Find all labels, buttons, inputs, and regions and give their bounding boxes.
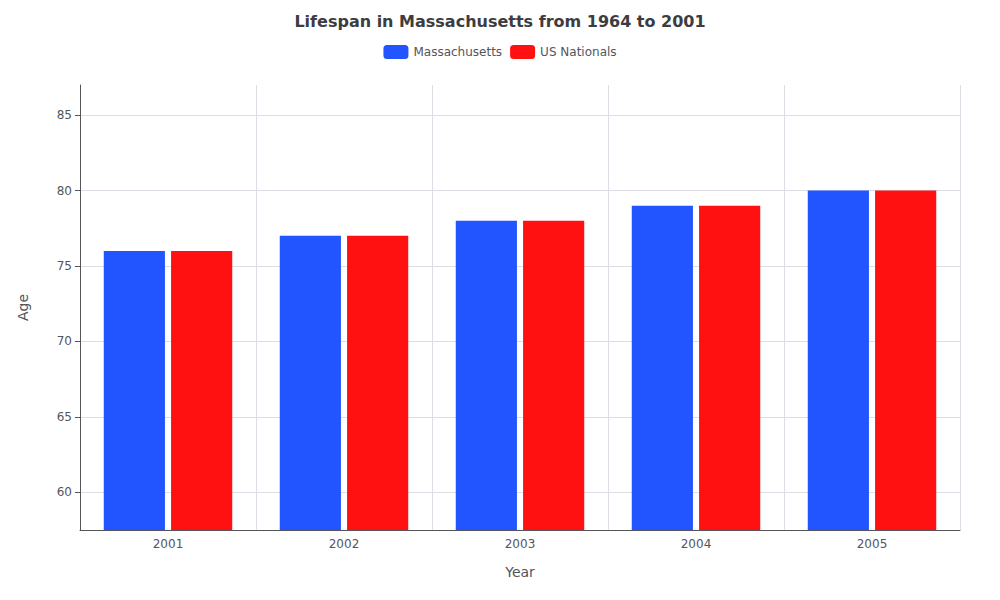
svg-text:Lifespan in Massachusetts from: Lifespan in Massachusetts from 1964 to 2… (294, 12, 705, 31)
svg-text:75: 75 (57, 259, 72, 273)
svg-text:Massachusetts: Massachusetts (413, 45, 502, 59)
svg-text:2004: 2004 (681, 537, 712, 551)
svg-text:Age: Age (15, 294, 31, 321)
svg-text:2002: 2002 (329, 537, 360, 551)
svg-text:2001: 2001 (153, 537, 184, 551)
svg-text:65: 65 (57, 410, 72, 424)
svg-text:2003: 2003 (505, 537, 536, 551)
svg-text:2005: 2005 (857, 537, 888, 551)
svg-text:70: 70 (57, 334, 72, 348)
svg-text:85: 85 (57, 108, 72, 122)
svg-text:80: 80 (57, 184, 72, 198)
svg-text:60: 60 (57, 485, 72, 499)
svg-text:Year: Year (504, 564, 535, 580)
svg-text:US Nationals: US Nationals (540, 45, 616, 59)
